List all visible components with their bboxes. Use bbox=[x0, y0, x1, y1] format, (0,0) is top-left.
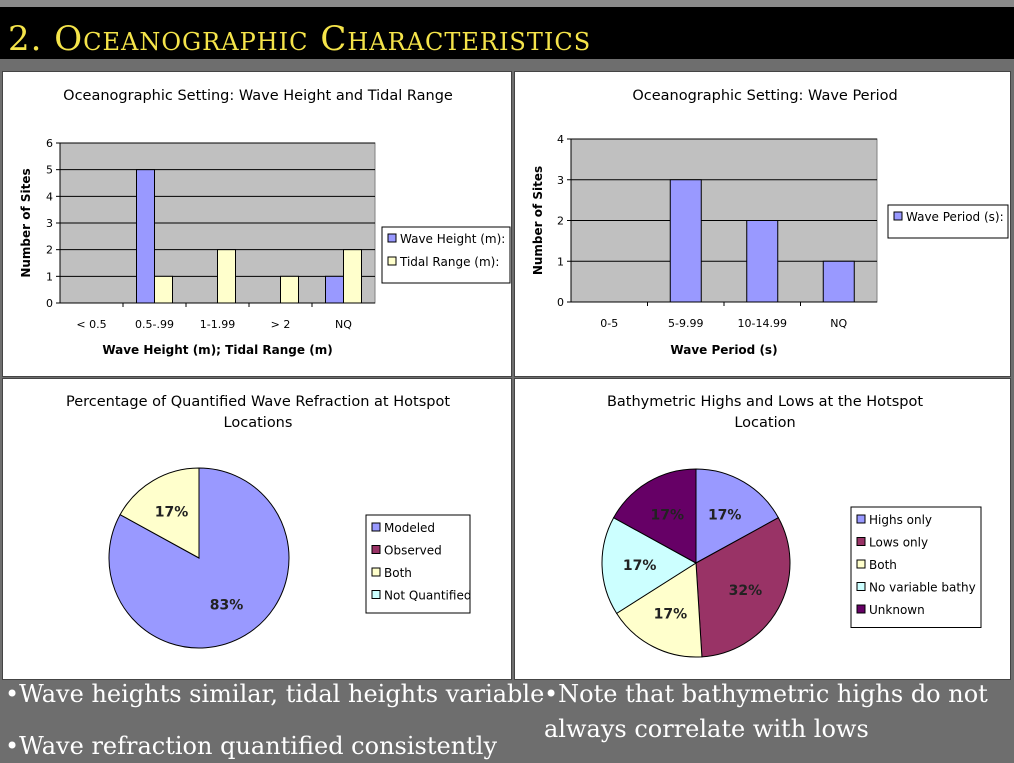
pie-label-modeled: 83% bbox=[210, 597, 244, 613]
x-axis-label: Wave Period (s) bbox=[670, 343, 777, 357]
legend-swatch bbox=[371, 567, 381, 577]
x-axis-label: Wave Height (m); Tidal Range (m) bbox=[102, 343, 332, 357]
bar-tidal-range-m-1-1-99 bbox=[217, 249, 236, 304]
pie-label-highs-only: 17% bbox=[708, 507, 742, 523]
y-tick-label: 3 bbox=[557, 174, 564, 187]
pie-label-unknown: 17% bbox=[651, 507, 685, 523]
legend-box bbox=[365, 514, 471, 614]
bullet-wave-heights: •Wave heights similar, tidal heights var… bbox=[5, 680, 545, 708]
legend-box bbox=[850, 506, 982, 628]
legend-swatch bbox=[387, 233, 397, 243]
legend-box bbox=[887, 204, 1009, 239]
wave-refraction-pie-chart: Percentage of Quantified Wave Refraction… bbox=[66, 394, 471, 649]
legend-label: Tidal Range (m): bbox=[399, 255, 499, 269]
legend-label: Unknown bbox=[869, 603, 925, 617]
legend-label: No variable bathy bbox=[869, 581, 976, 595]
y-tick-label: 0 bbox=[557, 296, 564, 309]
legend-label: Observed bbox=[384, 544, 442, 558]
legend-label: Both bbox=[384, 566, 412, 580]
legend-swatch bbox=[371, 590, 381, 599]
y-tick-label: 4 bbox=[557, 133, 564, 146]
y-axis-label: Number of Sites bbox=[531, 166, 545, 275]
y-tick-label: 0 bbox=[46, 297, 53, 310]
bullet-bathymetric-note-cont: always correlate with lows bbox=[544, 715, 869, 743]
legend-swatch bbox=[856, 582, 866, 591]
bullet-wave-refraction: •Wave refraction quantified consistently bbox=[5, 732, 498, 760]
chart-title-line: Percentage of Quantified Wave Refraction… bbox=[66, 394, 450, 410]
x-tick-label: < 0.5 bbox=[76, 318, 106, 331]
y-tick-label: 5 bbox=[46, 164, 53, 177]
pie-slice-both bbox=[119, 467, 200, 559]
top-strip bbox=[0, 0, 1014, 7]
pie-label-both: 17% bbox=[654, 606, 688, 622]
title-bar: 2. Oceanographic Characteristics bbox=[0, 7, 1014, 59]
legend-swatch bbox=[856, 537, 866, 546]
x-tick-label: > 2 bbox=[271, 318, 291, 331]
bathymetric-pie-panel: Bathymetric Highs and Lows at the Hotspo… bbox=[514, 378, 1011, 680]
wave-height-chart-panel: Oceanographic Setting: Wave Height and T… bbox=[2, 71, 512, 377]
pie-label-lows-only: 32% bbox=[729, 583, 763, 599]
bar-wave-height-m-0-5-99 bbox=[136, 169, 155, 304]
bar-wave-period-s-10-14-99 bbox=[746, 220, 779, 303]
x-tick-label: 0.5-.99 bbox=[135, 318, 174, 331]
legend-swatch bbox=[856, 559, 866, 569]
wave-period-chart: Oceanographic Setting: Wave Period 0 1 2 3 4 0… bbox=[531, 88, 1009, 357]
legend-swatch bbox=[371, 545, 381, 554]
legend-swatch bbox=[893, 211, 903, 221]
pie-slice-highs-only bbox=[695, 468, 780, 564]
legend-label: Wave Height (m): bbox=[400, 232, 505, 246]
x-tick-label: 0-5 bbox=[600, 317, 618, 330]
y-tick-label: 2 bbox=[46, 244, 53, 257]
chart-title: Oceanographic Setting: Wave Period bbox=[632, 88, 897, 104]
wave-refraction-pie-panel: Percentage of Quantified Wave Refraction… bbox=[2, 378, 512, 680]
wave-period-chart-panel: Oceanographic Setting: Wave Period 0 1 2 3 4 0… bbox=[514, 71, 1011, 377]
chart-title-line: Location bbox=[734, 415, 795, 431]
bar-tidal-range-m-0-5-99 bbox=[154, 275, 173, 304]
y-tick-label: 1 bbox=[46, 270, 53, 283]
legend-label: Wave Period (s): bbox=[906, 210, 1004, 224]
legend-swatch bbox=[371, 522, 381, 532]
legend-label: Both bbox=[869, 558, 897, 572]
bathymetric-pie-chart: Bathymetric Highs and Lows at the Hotspo… bbox=[601, 394, 982, 658]
bar-wave-height-m-nq bbox=[325, 275, 344, 304]
bullet-bathymetric-note: •Note that bathymetric highs do not bbox=[544, 680, 988, 708]
wave-height-chart: Oceanographic Setting: Wave Height and T… bbox=[19, 88, 511, 357]
x-tick-label: 1-1.99 bbox=[200, 318, 235, 331]
legend-swatch bbox=[387, 256, 397, 266]
x-tick-label: 10-14.99 bbox=[738, 317, 787, 330]
y-tick-label: 6 bbox=[46, 137, 53, 150]
x-tick-label: NQ bbox=[830, 317, 847, 330]
legend-label: Highs only bbox=[869, 513, 932, 527]
legend-box bbox=[381, 226, 511, 284]
bar-tidal-range-m-2 bbox=[280, 275, 299, 304]
legend-label: Not Quantified bbox=[384, 589, 471, 603]
bar-tidal-range-m-nq bbox=[343, 249, 362, 304]
pie-label-both: 17% bbox=[155, 505, 189, 521]
pie-slice-both bbox=[615, 562, 703, 658]
legend-label: Modeled bbox=[384, 521, 435, 535]
pie-slice-no-variable-bathy bbox=[601, 517, 697, 615]
legend-swatch bbox=[856, 514, 866, 524]
bar-wave-period-s-nq bbox=[822, 260, 855, 303]
y-axis-label: Number of Sites bbox=[19, 168, 33, 277]
pie-label-no-variable-bathy: 17% bbox=[623, 558, 657, 574]
chart-title-line: Locations bbox=[224, 415, 293, 431]
y-tick-label: 1 bbox=[557, 255, 564, 268]
x-tick-label: NQ bbox=[335, 318, 352, 331]
legend-swatch bbox=[856, 604, 866, 614]
chart-title-line: Bathymetric Highs and Lows at the Hotspo… bbox=[607, 394, 923, 410]
bar-wave-period-s-5-9-99 bbox=[669, 179, 702, 303]
x-tick-label: 5-9.99 bbox=[668, 317, 703, 330]
pie-slice-unknown bbox=[612, 468, 697, 564]
y-tick-label: 4 bbox=[46, 190, 53, 203]
y-tick-label: 3 bbox=[46, 217, 53, 230]
legend-label: Lows only bbox=[869, 536, 928, 550]
chart-title: Oceanographic Setting: Wave Height and T… bbox=[63, 88, 453, 104]
pie-slice-lows-only bbox=[695, 517, 791, 658]
y-tick-label: 2 bbox=[557, 215, 564, 228]
slide-title: 2. Oceanographic Characteristics bbox=[8, 19, 592, 59]
